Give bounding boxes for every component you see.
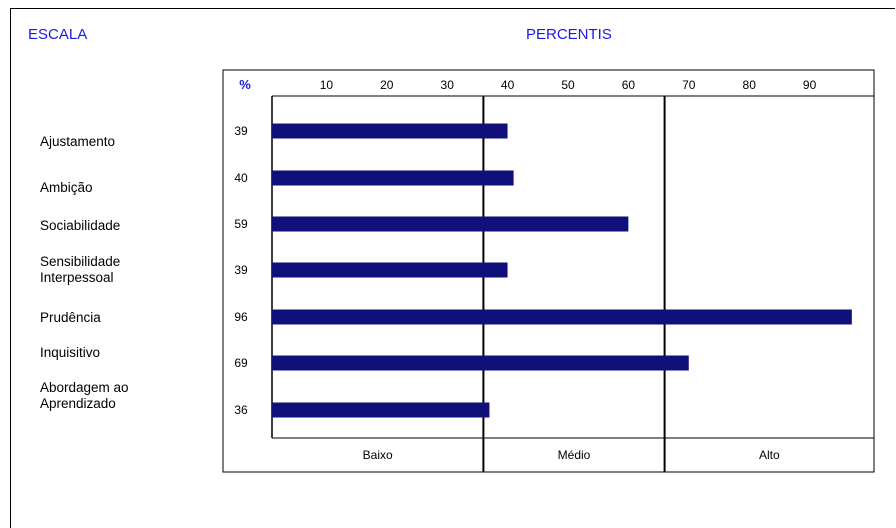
bar (272, 355, 689, 371)
x-tick-label: 40 (501, 78, 515, 92)
band-label: Médio (558, 448, 591, 462)
category-label: Prudência (40, 310, 101, 325)
percentile-bar-chart: % 10 20 30 40 50 60 70 80 90 Baixo Médio Alto 39 40 59 3… (222, 69, 875, 473)
x-tick-label: 80 (743, 78, 757, 92)
bar-value-label: 39 (234, 124, 248, 138)
bar-value-label: 36 (234, 403, 248, 417)
percentile-heading: PERCENTIS (526, 26, 612, 43)
x-tick-label: 30 (441, 78, 455, 92)
category-label: Inquisitivo (40, 345, 101, 360)
bar (272, 216, 629, 232)
category-label: Ajustamento (40, 134, 116, 149)
percent-column-header: % (239, 77, 251, 92)
bar-value-label: 69 (234, 356, 248, 370)
bar-value-label: 40 (234, 171, 248, 185)
band-label: Alto (759, 448, 780, 462)
x-tick-label: 60 (622, 78, 636, 92)
category-label: Abordagem ao Aprendizado (40, 380, 129, 411)
x-tick-label: 50 (561, 78, 575, 92)
x-tick-label: 10 (320, 78, 334, 92)
category-label: Sensibilidade Interpessoal (40, 254, 121, 285)
x-tick-label: 20 (380, 78, 394, 92)
bar (272, 309, 852, 325)
category-label: Sociabilidade (40, 218, 121, 233)
bar-value-label: 96 (234, 310, 248, 324)
bar (272, 262, 508, 278)
bar (272, 123, 508, 139)
bar-value-label: 39 (234, 263, 248, 277)
chart-box (222, 69, 875, 473)
scale-heading: ESCALA (28, 26, 88, 43)
band-label: Baixo (363, 448, 393, 462)
category-label: Ambição (40, 180, 93, 195)
bar-value-label: 59 (234, 217, 248, 231)
bar (272, 170, 514, 186)
x-tick-label: 70 (682, 78, 696, 92)
report-frame (10, 8, 895, 528)
x-tick-label: 90 (803, 78, 817, 92)
bar (272, 402, 490, 418)
